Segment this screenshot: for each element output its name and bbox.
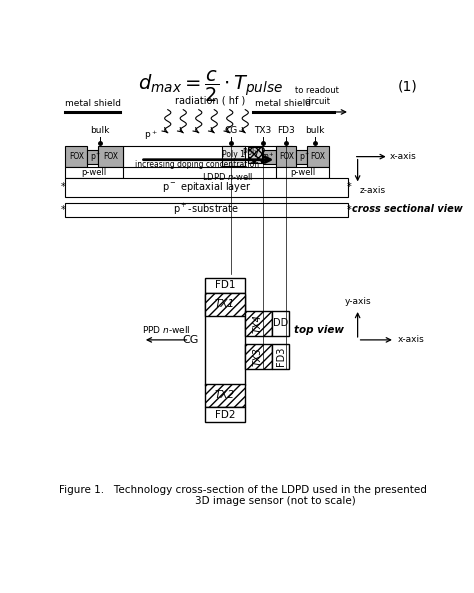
Bar (222, 146, 245, 166)
Text: top view: top view (294, 325, 344, 335)
Text: FD3: FD3 (277, 126, 295, 135)
Text: Poly 1: Poly 1 (222, 150, 245, 159)
Text: Poly 2: Poly 2 (243, 148, 266, 157)
Text: x-axis: x-axis (390, 152, 417, 161)
Bar (205, 295, 245, 385)
Text: +: + (95, 151, 99, 156)
Text: FD2: FD2 (215, 410, 236, 420)
Bar (205, 278, 245, 293)
Text: FOX: FOX (279, 152, 294, 161)
Text: to readout
circuit: to readout circuit (295, 87, 339, 106)
Bar (276, 146, 296, 167)
Bar (65, 167, 123, 178)
Text: *: * (61, 205, 65, 215)
Bar (263, 149, 276, 164)
Bar (245, 344, 273, 369)
Text: *: * (61, 183, 65, 193)
Bar (65, 203, 347, 216)
Text: CG: CG (225, 126, 238, 135)
Text: radiation ( hf ): radiation ( hf ) (175, 96, 246, 106)
Text: TX4: TX4 (253, 314, 263, 333)
Bar (65, 178, 347, 197)
Text: p: p (90, 152, 95, 161)
Text: +: + (304, 151, 309, 156)
Text: metal shield: metal shield (65, 99, 121, 108)
Text: (1): (1) (398, 79, 418, 94)
Bar (98, 146, 123, 167)
Bar (296, 149, 307, 164)
Bar (276, 167, 329, 178)
Text: FOX: FOX (310, 152, 326, 161)
Text: p-well: p-well (82, 168, 107, 177)
Bar (247, 146, 262, 163)
Text: Figure 1.   Technology cross-section of the LDPD used in the presented
         : Figure 1. Technology cross-section of th… (59, 484, 427, 506)
Text: n$^+$: n$^+$ (264, 151, 275, 162)
Text: p$^-$ epitaxial layer: p$^-$ epitaxial layer (162, 180, 251, 195)
Text: cross sectional view: cross sectional view (352, 205, 463, 215)
Text: TX3: TX3 (255, 126, 272, 135)
Bar (87, 149, 98, 164)
Text: CG: CG (182, 335, 199, 345)
Text: FOX: FOX (103, 152, 118, 161)
Bar (65, 146, 87, 167)
Bar (205, 384, 245, 407)
Bar (307, 146, 329, 167)
Text: x-axis: x-axis (398, 336, 425, 345)
Text: bulk: bulk (90, 126, 109, 135)
Text: TX1: TX1 (215, 299, 235, 310)
Bar (245, 311, 273, 336)
Text: p: p (300, 152, 304, 161)
Text: LDPD $n$-well: LDPD $n$-well (202, 171, 254, 182)
Text: TX3: TX3 (253, 347, 263, 366)
Bar (123, 146, 292, 167)
Text: p-well: p-well (290, 168, 315, 177)
Text: *: * (346, 183, 352, 193)
Text: z-axis: z-axis (359, 186, 385, 195)
Text: DD: DD (273, 318, 289, 329)
Bar (273, 311, 290, 336)
Text: p$^+$-substrate: p$^+$-substrate (173, 202, 239, 217)
Text: bulk: bulk (305, 126, 325, 135)
Bar (205, 407, 245, 422)
Text: increasing doping concentration: increasing doping concentration (135, 160, 259, 169)
Text: PPD $n$-well: PPD $n$-well (142, 324, 191, 335)
Text: y-axis: y-axis (344, 297, 371, 306)
Text: metal shield: metal shield (255, 99, 310, 108)
Bar (205, 293, 245, 316)
Text: FOX: FOX (69, 152, 84, 161)
Bar (273, 344, 290, 369)
Text: FD1: FD1 (215, 280, 236, 290)
Text: $d_{max} = \dfrac{c}{2} \cdot T_{pulse}$: $d_{max} = \dfrac{c}{2} \cdot T_{pulse}$ (138, 69, 283, 104)
Text: *: * (346, 205, 352, 215)
Text: TX2: TX2 (215, 390, 235, 400)
Text: FD3: FD3 (276, 347, 286, 366)
Text: p$^+$: p$^+$ (144, 128, 157, 142)
